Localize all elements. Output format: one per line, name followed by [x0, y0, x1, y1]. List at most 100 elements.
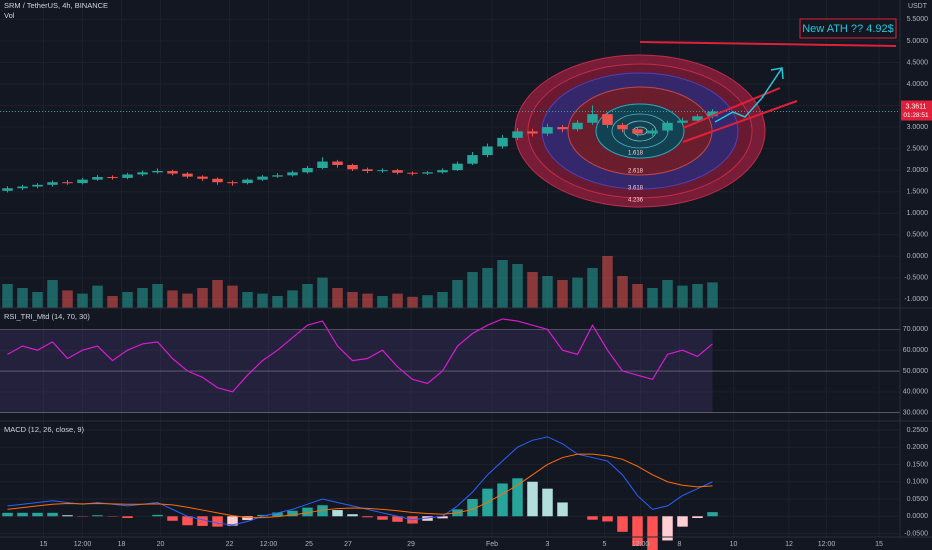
volume-bar	[497, 260, 508, 308]
histogram-bar	[602, 516, 613, 522]
histogram-bar	[437, 516, 448, 519]
volume-bar	[677, 285, 688, 308]
volume-bar	[437, 292, 448, 308]
volume-bar	[92, 285, 103, 308]
candle-body	[497, 137, 508, 147]
volume-bar	[602, 256, 613, 308]
candle-body	[572, 122, 583, 130]
y-tick-label: 3.0000	[907, 124, 929, 131]
histogram-bar	[647, 516, 658, 550]
fib-labels: 1.618 2.618 3.618 4.236	[628, 151, 644, 204]
candle-body	[32, 184, 43, 187]
candle-body	[527, 131, 538, 134]
histogram-bar	[377, 516, 388, 520]
x-tick-label: 12:00	[632, 541, 650, 548]
x-tick-label: 12:00	[818, 541, 836, 548]
candle-body	[377, 170, 388, 172]
volume-bar	[692, 284, 703, 308]
x-tick-label: 15	[40, 541, 48, 548]
volume-bar	[137, 288, 148, 308]
histogram-bar	[347, 514, 358, 517]
ath-line	[639, 41, 897, 47]
volume-bar	[287, 290, 298, 308]
histogram-bar	[632, 516, 643, 546]
macd-line	[7, 436, 713, 526]
candle-body	[212, 178, 223, 183]
candle-body	[557, 127, 568, 130]
candle-body	[62, 182, 73, 184]
annotation-box	[799, 18, 897, 39]
candle-body	[677, 120, 688, 123]
volume-bar	[467, 272, 478, 308]
histogram-bar	[167, 516, 178, 521]
y-tick-label: -1.0000	[904, 296, 928, 303]
y-tick-label: 1.5000	[907, 189, 929, 196]
countdown: 01:28:51	[903, 112, 929, 119]
macd-title: MACD (12, 26, close, 9)	[4, 425, 85, 434]
x-tick-label: 29	[407, 541, 415, 548]
fib-label: 4.236	[628, 198, 644, 204]
last-price-box	[901, 100, 932, 121]
candle-body	[617, 124, 628, 130]
candle-body	[602, 114, 613, 125]
candle-body	[482, 146, 493, 156]
volume-bar	[452, 280, 463, 308]
histogram-bar	[692, 516, 703, 519]
volume-bar	[407, 296, 418, 308]
y-tick-label: 0.2000	[907, 444, 929, 451]
rsi-title: RSI_TRI_Mtd (14, 70, 30)	[4, 312, 90, 321]
histogram-bar	[707, 512, 718, 517]
volume-bar	[77, 293, 88, 308]
histogram-bar	[212, 516, 223, 527]
candle-body	[692, 116, 703, 121]
volume-bar	[317, 277, 328, 308]
y-tick-label: 0.0500	[907, 496, 929, 503]
volume-bar	[587, 268, 598, 308]
y-tick-label: 1.0000	[907, 210, 929, 217]
x-tick-label: 12:00	[74, 541, 92, 548]
candle-body	[647, 130, 658, 134]
volume-bar	[17, 288, 28, 308]
drawings: New ATH ?? 4.92$	[639, 18, 897, 143]
x-tick-label: 15	[875, 541, 883, 548]
volume-bar	[572, 277, 583, 308]
volume-bar	[32, 292, 43, 308]
candle-body	[542, 127, 553, 134]
histogram-bar	[527, 481, 538, 517]
volume-bar	[272, 296, 283, 308]
histogram-bar	[497, 483, 508, 517]
projection	[714, 97, 763, 123]
x-tick-label: 22	[226, 541, 234, 548]
candle-body	[512, 131, 523, 138]
volume-bar	[2, 284, 13, 308]
axis: 15 12:00 18 20 22 12:00 25 27 29 Feb 3 5 12:00 8 10 12 1…	[40, 16, 932, 548]
x-tick-label: 27	[344, 541, 352, 548]
candle-body	[407, 172, 418, 174]
y-tick-label: 2.0000	[907, 167, 929, 174]
volume-bar	[257, 293, 268, 308]
candle-body	[332, 161, 343, 165]
arrow-head	[770, 67, 784, 80]
histogram-bar	[557, 502, 568, 517]
histogram-bar	[287, 510, 298, 517]
histogram-bar	[677, 516, 688, 527]
candle-body	[152, 171, 163, 173]
candle-body	[47, 182, 58, 185]
y-tick-label: 0.1500	[907, 461, 929, 468]
x-tick-label: 20	[157, 541, 165, 548]
volume-title: Vol	[4, 11, 15, 20]
volume-bar	[662, 280, 673, 308]
y-tick-label: 50.0000	[903, 368, 928, 375]
y-tick-label: 4.0000	[907, 81, 929, 88]
histogram-bar	[467, 499, 478, 517]
y-tick-label: 5.0000	[907, 38, 929, 45]
candle-body	[317, 161, 328, 168]
histogram-bar	[92, 515, 103, 517]
candle-body	[227, 182, 238, 184]
volume-bar	[182, 293, 193, 308]
volume-bar	[542, 276, 553, 308]
histogram-bar	[302, 507, 313, 517]
x-tick-label: 3	[546, 541, 550, 548]
volume-bar	[212, 280, 223, 308]
candle-body	[632, 129, 643, 134]
